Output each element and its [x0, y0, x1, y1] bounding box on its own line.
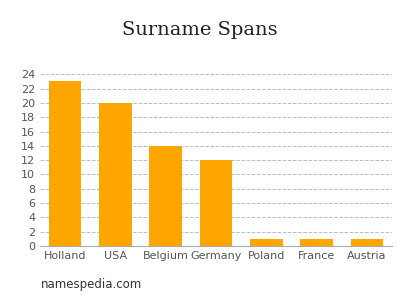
Text: Surname Spans: Surname Spans [122, 21, 278, 39]
Bar [49, 82, 82, 246]
Bar [300, 239, 333, 246]
Text: namespedia.com: namespedia.com [41, 278, 143, 291]
Bar [350, 239, 383, 246]
Bar [149, 146, 182, 246]
Bar [200, 160, 232, 246]
Bar [250, 239, 283, 246]
Bar [99, 103, 132, 246]
